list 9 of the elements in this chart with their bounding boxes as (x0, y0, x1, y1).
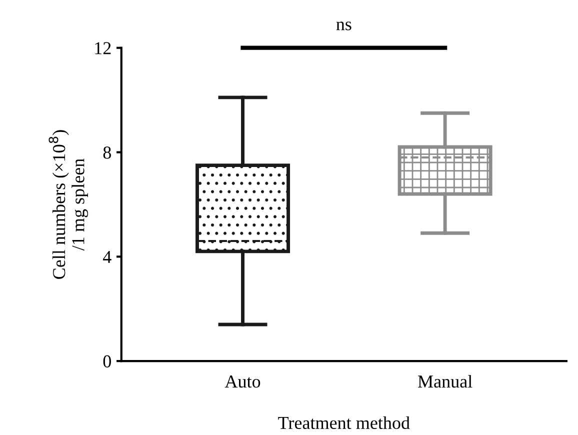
y-tick-label: 12 (95, 42, 111, 54)
x-axis-title: Treatment method (278, 416, 410, 430)
x-tick-label: Manual (418, 374, 472, 388)
text: Cell numbers (×10$^{8}$) /1 mg spleen (48, 130, 88, 279)
text: ns (336, 22, 352, 30)
y-tick-label: 0 (103, 355, 111, 368)
y-tick-label: 4 (102, 251, 112, 263)
x-tick-label: Auto (224, 376, 260, 388)
y-tick-label: 8 (103, 146, 111, 159)
